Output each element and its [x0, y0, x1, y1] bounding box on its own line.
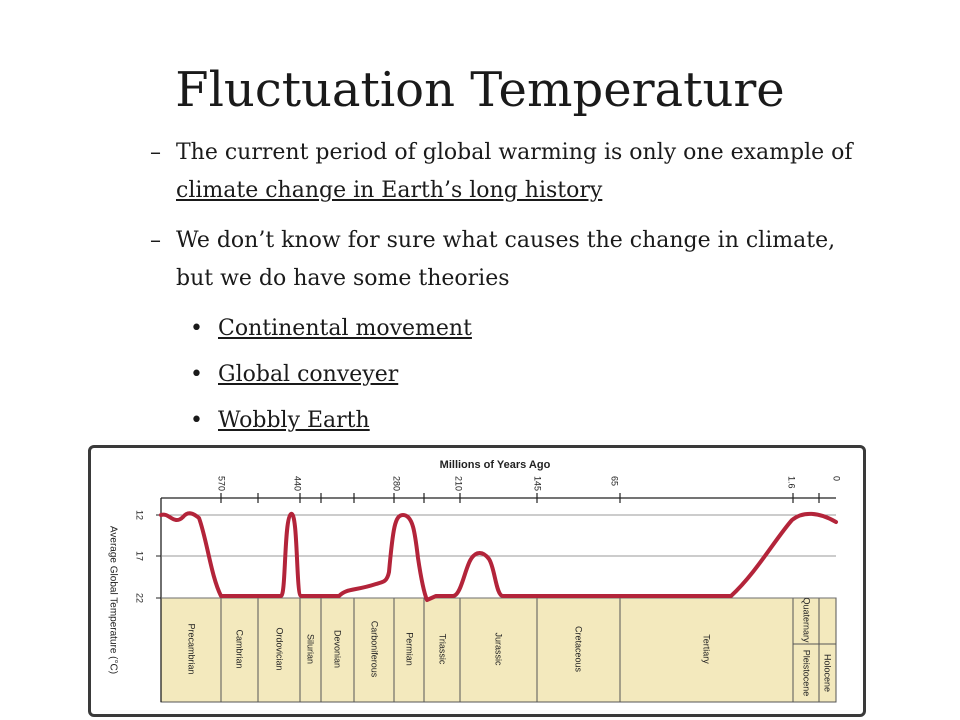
period-label: Devonian [333, 630, 343, 668]
temperature-chart: Precambrian Cambrian Ordovician Silurian Dev… [88, 445, 866, 717]
chart-title: Millions of Years Ago [440, 459, 551, 471]
period-label: Quaternary [802, 597, 812, 643]
y-axis-label: Average Global Temperature (°C) [107, 526, 118, 674]
period-label: Precambrian [187, 623, 197, 674]
y-tick-label: 22 [135, 593, 145, 603]
wobbly-earth-link[interactable]: Wobbly Earth [218, 408, 370, 433]
subbullet-continental: • Continental movement [150, 310, 870, 348]
period-band-area [160, 597, 837, 703]
bullet-list: – The current period of global warming i… [150, 134, 870, 440]
x-tick-label: 440 [293, 476, 303, 491]
continental-movement-link[interactable]: Continental movement [218, 316, 472, 341]
x-tick-label: 1.6 [787, 476, 797, 489]
x-tick-label: 65 [610, 476, 620, 486]
global-conveyer-link[interactable]: Global conveyer [218, 362, 399, 387]
bullet-dot: • [190, 408, 203, 433]
x-tick-label: 280 [392, 476, 402, 491]
period-label: Cretaceous [574, 626, 584, 673]
subbullet-wobbly: • Wobbly Earth [150, 402, 870, 440]
period-label: Triassic [438, 634, 448, 665]
temperature-curve-group [159, 511, 838, 602]
climate-change-link[interactable]: climate change in Earth’s long history [176, 178, 603, 203]
period-label: Cambrian [235, 629, 245, 668]
period-label: Silurian [306, 634, 316, 664]
bullet-dot: • [190, 362, 203, 387]
period-label: Pleistocene [802, 650, 812, 697]
period-label: Carboniferous [370, 621, 380, 678]
x-tick-label: 570 [217, 476, 227, 491]
bullet-text: The current period of global warming is … [176, 140, 853, 165]
subbullet-conveyer: • Global conveyer [150, 356, 870, 394]
y-tick-label: 17 [135, 551, 145, 561]
period-label: Tertiary [702, 634, 712, 664]
period-label: Jurassic [494, 632, 504, 666]
dash-marker: – [150, 140, 161, 165]
slide-title: Fluctuation Temperature [175, 62, 785, 118]
y-tick-label: 12 [135, 510, 145, 520]
bullet-climate-history: – The current period of global warming i… [150, 134, 870, 210]
x-tick-label: 145 [533, 476, 543, 491]
temperature-curve [159, 511, 838, 602]
bullet-dot: • [190, 316, 203, 341]
bullet-text: We don’t know for sure what causes the c… [176, 228, 836, 291]
period-bands [160, 597, 837, 703]
period-label: Holocene [823, 654, 833, 692]
period-label: Ordovician [275, 627, 285, 670]
period-label: Permian [405, 632, 415, 666]
labels: Precambrian Cambrian Ordovician Silurian Dev… [107, 459, 841, 696]
dash-marker: – [150, 228, 161, 253]
temperature-chart-svg: Precambrian Cambrian Ordovician Silurian Dev… [107, 459, 842, 703]
bullet-causes: – We don’t know for sure what causes the… [150, 222, 870, 298]
x-tick-label: 0 [832, 476, 842, 481]
x-tick-label: 210 [454, 476, 464, 491]
